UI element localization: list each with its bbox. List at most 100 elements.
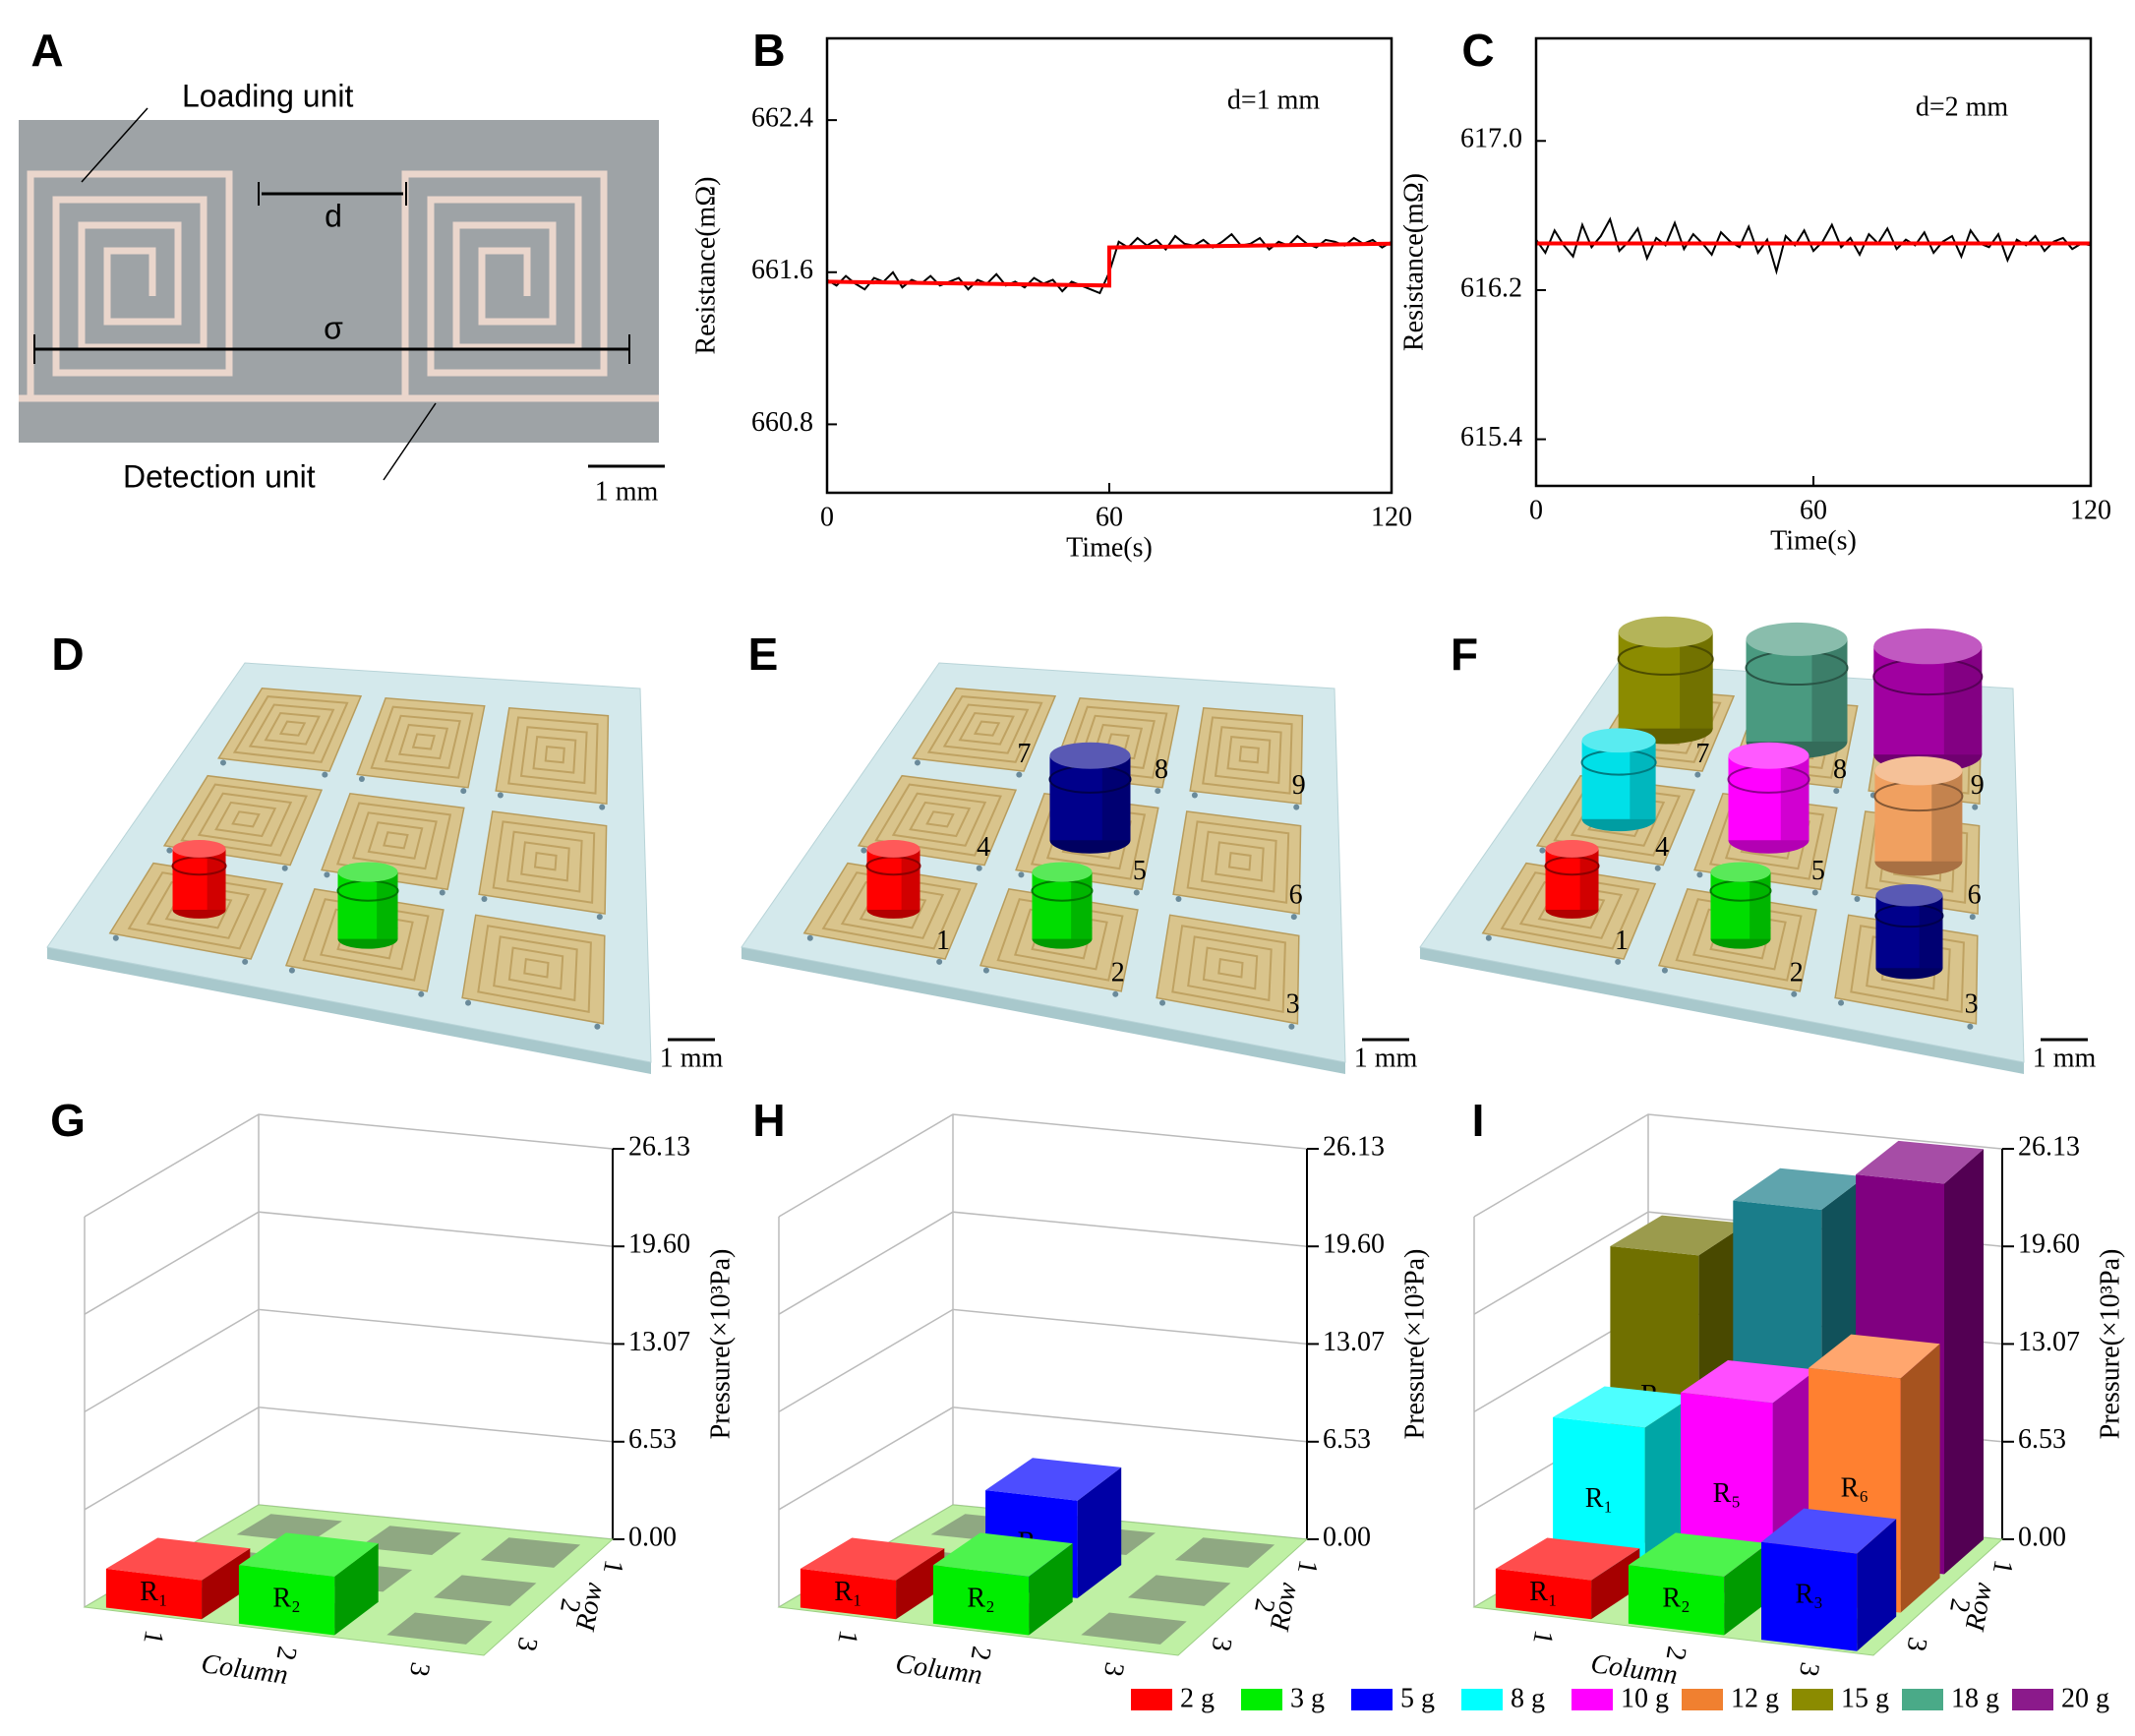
pad-leg [1661, 967, 1668, 974]
weight-top [1875, 884, 1943, 907]
z-tick-label: 26.13 [1323, 1131, 1385, 1162]
z-tick-label: 13.07 [1323, 1327, 1385, 1357]
grid-line [778, 1211, 1308, 1315]
pad-leg [112, 934, 119, 941]
pad-trace [1013, 908, 1108, 971]
legend-swatch [1131, 1689, 1172, 1710]
pad-leg [418, 990, 425, 997]
pad-number: 2 [1790, 957, 1804, 988]
scale-bar-label: 1 mm [595, 476, 659, 507]
x-tick-label: 3 [403, 1660, 436, 1679]
pad-trace [370, 705, 474, 779]
pad-trace [384, 714, 461, 769]
bar-side [202, 1548, 251, 1620]
bar-side [1029, 1543, 1073, 1636]
bar-label: R₁ [1529, 1577, 1557, 1607]
floor-cell [1128, 1575, 1231, 1606]
pad-number: 9 [1292, 770, 1306, 801]
annotation: σ [324, 310, 343, 345]
annotation: Loading unit [182, 78, 353, 113]
pad-leg [1018, 871, 1025, 878]
leader-line [81, 107, 148, 183]
bar-top [238, 1532, 379, 1577]
photo [19, 120, 659, 443]
pad-trace [351, 811, 438, 870]
pad-number: 1 [936, 926, 950, 956]
bar-side [1857, 1519, 1897, 1651]
pad-leg [936, 958, 943, 965]
pad-number: 5 [1811, 856, 1825, 886]
pad-trace [821, 871, 962, 950]
bar-top [1733, 1167, 1866, 1210]
bar-label: R₁ [834, 1577, 861, 1607]
weight-top [172, 840, 226, 858]
annotation: Detection unit [123, 458, 316, 494]
floor-cell [1174, 1537, 1275, 1568]
pad-trace [1227, 851, 1252, 871]
pad-number: 1 [1615, 926, 1629, 956]
pad-number: 6 [1968, 879, 1982, 910]
bar-label: R₅ [1713, 1478, 1741, 1509]
pad-trace [1226, 736, 1272, 774]
pad-trace [909, 801, 972, 838]
pad-trace [925, 810, 955, 828]
x-tick-label: 3 [1097, 1660, 1130, 1679]
pad-number: 7 [1695, 739, 1709, 769]
scale-bar-label: 1 mm [660, 1043, 724, 1073]
pad-trace [1186, 820, 1290, 904]
weight-top [1581, 728, 1656, 753]
pad-trace [1187, 935, 1273, 1002]
panel-label: I [1472, 1095, 1485, 1146]
legend-label: 12 g [1731, 1683, 1779, 1713]
pad-leg [860, 847, 867, 854]
bar-front [1495, 1568, 1592, 1620]
pad-trace [1691, 908, 1787, 971]
x-tick-label: 1 [137, 1628, 169, 1646]
grid-line [84, 1308, 614, 1413]
pad-leg [1811, 889, 1818, 896]
legend-swatch [2012, 1689, 2053, 1710]
pad-number: 4 [977, 832, 990, 863]
x-tick-label: 2 [270, 1644, 303, 1662]
weight-top [866, 840, 920, 858]
pad-trace [973, 720, 1001, 737]
pad-leg [281, 865, 288, 871]
pad-trace [231, 810, 261, 828]
pad-trace [1708, 802, 1825, 880]
pad-leg [596, 914, 603, 921]
bar-top [800, 1537, 945, 1581]
x-tick-label: 3 [1793, 1660, 1825, 1679]
legend-label: 18 g [1951, 1683, 1999, 1713]
z-tick-label: 6.53 [628, 1424, 677, 1455]
bar-label: R₂ [272, 1583, 300, 1613]
pad-trace [874, 783, 1002, 857]
bar-side [1724, 1543, 1768, 1636]
panel-label: G [50, 1095, 86, 1146]
z-tick-label: 19.60 [1323, 1229, 1385, 1260]
pad-leg [1696, 871, 1703, 878]
pad-leg [1290, 914, 1297, 921]
z-axis-label: Pressure(×10³Pa) [2095, 1249, 2125, 1440]
bar-label: R₂ [1662, 1583, 1690, 1613]
pad-leg [599, 804, 606, 810]
x-tick-label: 0 [820, 502, 834, 532]
pad-leg [1969, 914, 1976, 921]
pad-number: 3 [1965, 989, 1979, 1020]
pad-leg [806, 934, 813, 941]
legend-swatch [1792, 1689, 1833, 1710]
pad-trace [302, 898, 430, 982]
bar-front [800, 1568, 897, 1620]
pad-trace [1553, 783, 1681, 857]
pad-trace [232, 695, 349, 763]
bar-label: R₃ [1795, 1580, 1822, 1610]
board-edge [1420, 947, 2024, 1074]
x-tick-label: 120 [1371, 502, 1412, 532]
floor-cell [480, 1537, 581, 1568]
bar-side [1944, 1149, 1984, 1575]
bar-side [1077, 1467, 1122, 1598]
pad-trace [397, 723, 449, 760]
pad-trace [264, 711, 321, 746]
panel-label: H [752, 1095, 785, 1146]
bar-side [896, 1548, 945, 1620]
pad-leg [465, 999, 472, 1006]
